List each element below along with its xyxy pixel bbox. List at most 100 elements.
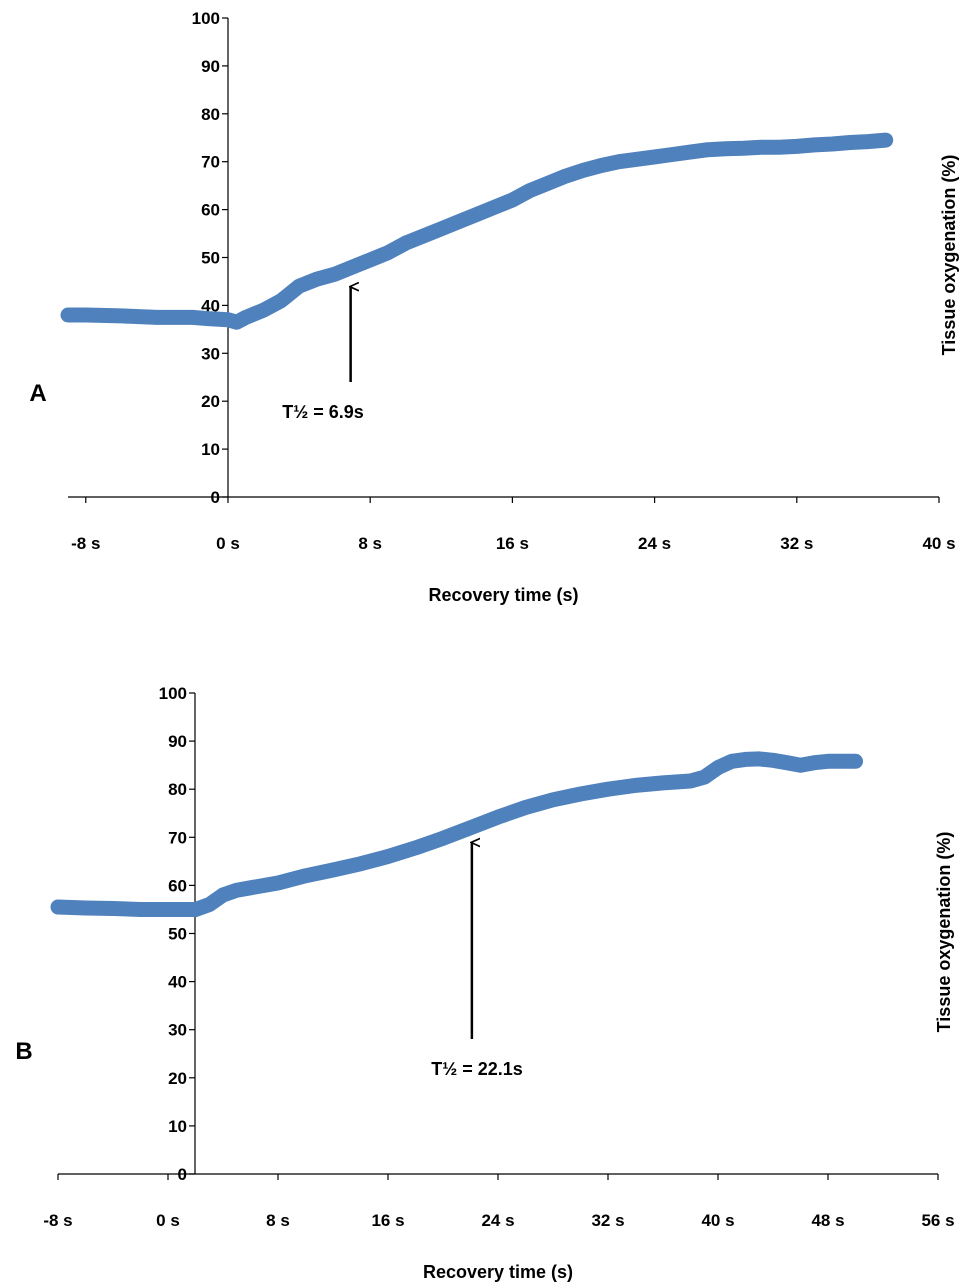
data-point <box>579 166 587 174</box>
data-point <box>82 311 90 319</box>
data-point <box>277 297 285 305</box>
y-axis-title: Tissue oxygenation (%) <box>939 155 959 356</box>
chart-panel-b: 0 10 20 30 40 50 60 70 80 90 100 -8 s 0 s 8 s 16 s 24 s… <box>15 684 954 1282</box>
half-time-annotation: T½ = 22.1s <box>431 1059 523 1079</box>
half-time-annotation: T½ = 6.9s <box>282 402 364 422</box>
y-tick-label: 80 <box>201 105 220 124</box>
y-tick-label: 30 <box>168 1021 187 1040</box>
data-point <box>659 779 667 787</box>
data-point <box>882 136 890 144</box>
y-tick-label: 50 <box>201 249 220 268</box>
data-point <box>205 901 213 909</box>
data-point <box>295 282 303 290</box>
y-tick-label: 60 <box>168 876 187 895</box>
data-point <box>632 781 639 789</box>
data-point <box>604 785 612 793</box>
y-tick-label: 100 <box>192 9 220 28</box>
data-point <box>562 172 570 180</box>
data-point <box>455 218 463 226</box>
data-point <box>793 142 801 150</box>
data-point <box>384 853 392 861</box>
data-point <box>775 143 783 151</box>
data-point <box>783 759 791 767</box>
y-tick-label: 20 <box>201 392 220 411</box>
y-tick-label: 0 <box>211 488 220 507</box>
x-tick-label: -8 s <box>43 1211 72 1230</box>
data-point <box>577 790 584 798</box>
data-point <box>302 872 309 880</box>
x-tick-label: 56 s <box>921 1211 954 1230</box>
data-point <box>742 755 749 763</box>
data-point <box>757 143 765 151</box>
data-point <box>117 312 125 320</box>
y-tick-label: 0 <box>178 1165 187 1184</box>
data-point <box>366 256 374 264</box>
data-point <box>494 813 502 821</box>
x-tick-label: 8 s <box>358 534 382 553</box>
x-tick-label: 16 s <box>371 1211 404 1230</box>
data-point <box>54 903 62 911</box>
data-point <box>686 148 694 156</box>
data-point <box>109 904 117 912</box>
data-point <box>192 905 199 913</box>
x-tick-label: 32 s <box>591 1211 624 1230</box>
data-point <box>864 138 872 146</box>
data-point <box>668 151 676 159</box>
data-point <box>722 145 730 153</box>
data-point <box>549 796 557 804</box>
x-tick-label: 24 s <box>481 1211 514 1230</box>
data-point <box>242 313 250 321</box>
data-point <box>633 155 641 163</box>
data-point <box>233 318 241 326</box>
panel-label: A <box>29 380 46 407</box>
panel-label: B <box>15 1038 32 1065</box>
data-point <box>467 824 474 832</box>
y-tick-label: 20 <box>168 1069 187 1088</box>
x-tick-label: 48 s <box>811 1211 844 1230</box>
data-point <box>811 141 819 149</box>
x-tick-label: 24 s <box>638 534 671 553</box>
data-point <box>824 757 832 765</box>
data-point <box>714 764 722 772</box>
data-point <box>164 905 172 913</box>
data-point <box>491 203 499 211</box>
data-point <box>420 232 428 240</box>
y-tick-label: 10 <box>201 440 220 459</box>
data-point <box>651 153 659 161</box>
data-point <box>233 886 241 894</box>
data-point <box>846 139 854 147</box>
data-point <box>247 884 254 892</box>
x-tick-label: 32 s <box>780 534 813 553</box>
y-tick-label: 30 <box>201 344 220 363</box>
data-point <box>219 891 227 899</box>
y-tick-label: 70 <box>168 828 187 847</box>
data-point <box>810 759 818 767</box>
data-point <box>437 225 445 233</box>
data-point <box>704 146 712 154</box>
chart-panel-a: 0 10 20 30 40 50 60 70 80 90 100 -8 s 0 s 8 s 16 s 24 s… <box>29 9 959 605</box>
x-tick-label: -8 s <box>71 534 100 553</box>
data-point <box>348 263 356 271</box>
data-point <box>274 879 282 887</box>
data-point <box>473 210 481 218</box>
data-point <box>769 756 777 764</box>
data-point <box>178 905 186 913</box>
y-tick-label: 80 <box>168 780 187 799</box>
x-tick-label: 40 s <box>922 534 955 553</box>
data-point <box>544 179 552 187</box>
data-point <box>797 761 804 769</box>
y-tick-label: 40 <box>201 296 220 315</box>
y-tick-label: 100 <box>159 684 187 703</box>
data-point <box>64 311 72 319</box>
data-point <box>615 158 623 166</box>
data-point <box>206 315 214 323</box>
x-tick-label: 0 s <box>156 1211 180 1230</box>
y-tick-label: 90 <box>201 57 220 76</box>
data-point <box>82 904 89 912</box>
data-point <box>852 757 859 765</box>
data-point <box>755 755 763 763</box>
data-point <box>508 196 516 204</box>
tissue-oxygenation-line <box>60 132 894 330</box>
data-point <box>728 757 736 765</box>
